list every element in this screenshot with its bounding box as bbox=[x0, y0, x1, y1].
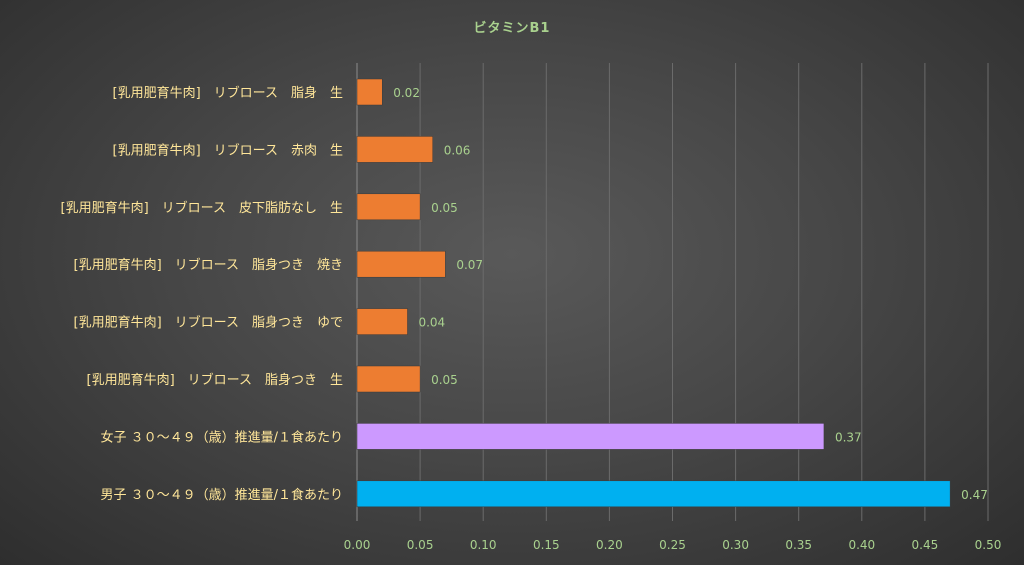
bar bbox=[356, 136, 433, 163]
x-tick-label: 0.30 bbox=[722, 538, 749, 552]
bar bbox=[356, 480, 951, 508]
x-tick-label: 0.50 bbox=[975, 538, 1002, 552]
gridlines bbox=[356, 63, 989, 521]
category-labels: [乳用肥育牛肉] リブロース 脂身 生 [乳用肥育牛肉] リブロース 赤肉 生 [乳… bbox=[61, 85, 344, 503]
category-label: [乳用肥育牛肉] リブロース 皮下脂肪なし 生 bbox=[61, 200, 344, 216]
x-tick-label: 0.40 bbox=[848, 538, 875, 552]
x-tick-label: 0.05 bbox=[407, 538, 434, 552]
category-label: [乳用肥育牛肉] リブロース 脂身 生 bbox=[113, 85, 344, 101]
category-label: [乳用肥育牛肉] リブロース 脂身つき ゆで bbox=[74, 315, 344, 331]
bar bbox=[356, 78, 383, 106]
category-label: 女子 ３０～４９（歳）推進量/１食あたり bbox=[100, 429, 343, 445]
data-label: 0.04 bbox=[418, 316, 445, 330]
category-label: [乳用肥育牛肉] リブロース 脂身つき 生 bbox=[87, 372, 344, 388]
x-tick-label: 0.35 bbox=[785, 538, 812, 552]
x-tick-label: 0.10 bbox=[470, 538, 497, 552]
x-tick-label: 0.45 bbox=[912, 538, 939, 552]
x-tick-labels: 0.00 0.05 0.10 0.15 0.20 0.25 0.30 0.35 0.40 0.45… bbox=[344, 538, 1002, 552]
data-labels: 0.02 0.06 0.05 0.07 0.04 0.05 0.37 0.47 bbox=[393, 86, 988, 502]
data-label: 0.07 bbox=[456, 258, 483, 272]
x-tick-label: 0.00 bbox=[344, 538, 371, 552]
category-label: [乳用肥育牛肉] リブロース 赤肉 生 bbox=[113, 142, 344, 158]
bar bbox=[356, 308, 408, 335]
data-label: 0.47 bbox=[961, 488, 988, 502]
x-tick-label: 0.15 bbox=[533, 538, 560, 552]
data-label: 0.06 bbox=[444, 143, 471, 157]
category-label: [乳用肥育牛肉] リブロース 脂身つき 焼き bbox=[74, 257, 344, 273]
x-tick-label: 0.20 bbox=[596, 538, 623, 552]
bars bbox=[356, 78, 951, 508]
data-label: 0.05 bbox=[431, 373, 458, 387]
data-label: 0.05 bbox=[431, 201, 458, 215]
data-label: 0.02 bbox=[393, 86, 420, 100]
bar bbox=[356, 365, 421, 393]
bar bbox=[356, 193, 421, 221]
chart-title: ビタミンB1 bbox=[474, 20, 551, 36]
bar bbox=[356, 250, 446, 278]
x-tick-label: 0.25 bbox=[659, 538, 686, 552]
bar bbox=[356, 423, 825, 450]
data-label: 0.37 bbox=[835, 430, 862, 444]
category-label: 男子 ３０～４９（歳）推進量/１食あたり bbox=[100, 487, 343, 503]
